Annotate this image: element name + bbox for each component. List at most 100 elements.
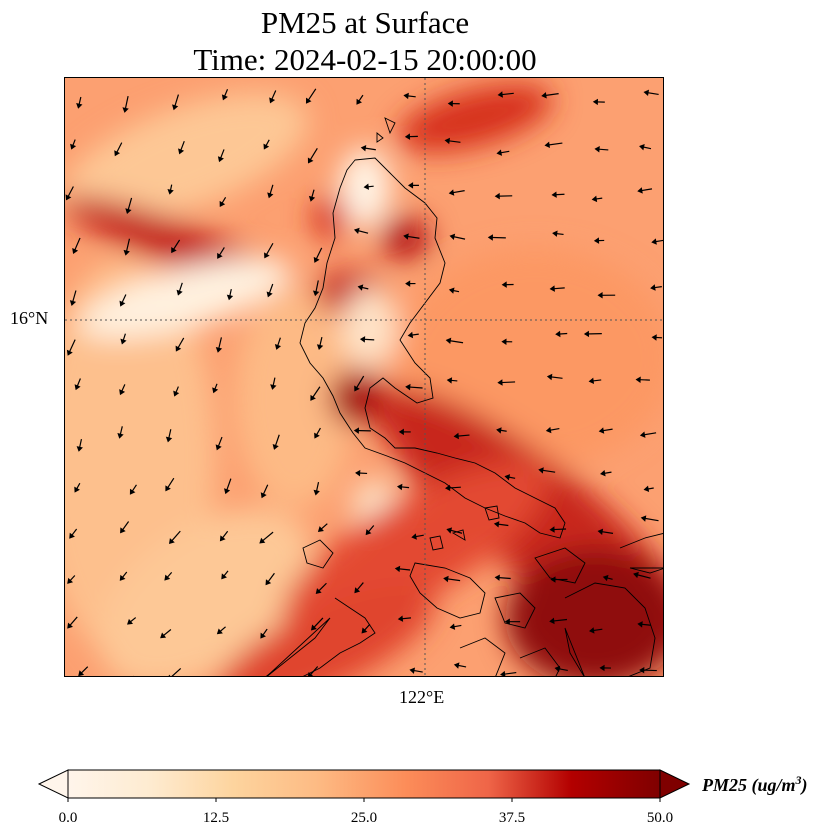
wind-arrow-head — [122, 107, 129, 113]
wind-arrow-head — [129, 488, 136, 495]
wind-arrow-head — [597, 528, 604, 535]
wind-arrow-head — [265, 579, 272, 586]
wind-arrow-head — [67, 622, 73, 629]
wind-arrow-head — [178, 148, 185, 155]
wind-arrow-head — [160, 632, 167, 639]
chart-title: PM25 at Surface — [260, 5, 470, 40]
wind-arrow-head — [643, 89, 650, 97]
wind-arrow-head — [226, 294, 234, 301]
wind-arrow-head — [448, 287, 455, 294]
wind-arrow-head — [78, 670, 85, 676]
wind-arrow-head — [354, 385, 360, 392]
colorbar-tick: 25.0 — [350, 810, 378, 826]
wind-arrow-head — [497, 379, 503, 386]
wind-arrow-head — [176, 289, 183, 296]
wind-arrow-head — [69, 532, 75, 539]
wind-arrow-head — [640, 515, 647, 522]
gridlines — [65, 78, 663, 676]
wind-arrow-head — [504, 474, 511, 481]
wind-arrow-head — [405, 383, 411, 391]
wind-arrow-head — [549, 285, 555, 292]
colorbar-tick: 0.0 — [58, 810, 78, 826]
wind-arrow-head — [221, 94, 228, 101]
wind-arrow-head — [360, 145, 367, 152]
wind-arrow-head — [260, 632, 266, 639]
wind-arrow-head — [315, 588, 322, 594]
wind-arrow-head — [637, 621, 643, 628]
wind-arrow-head — [643, 485, 650, 493]
wind-arrow-head — [215, 444, 222, 451]
wind-arrow-head — [264, 252, 270, 259]
wind-arrow-head — [269, 97, 276, 104]
wind-arrow-head — [494, 574, 500, 581]
wind-arrow-head — [552, 230, 558, 237]
wind-arrow-head — [405, 280, 411, 287]
wind-arrow-head — [270, 384, 277, 390]
wind-arrow-head — [397, 483, 403, 491]
map-panel — [64, 77, 664, 677]
wind-arrow-head — [172, 104, 179, 111]
wind-arrow-head — [597, 292, 603, 299]
wind-arrow-head — [65, 194, 72, 201]
wind-arrow-head — [120, 338, 127, 345]
wind-arrow-head — [259, 537, 266, 544]
wind-arrow-head — [404, 133, 411, 140]
wind-arrow-head — [219, 200, 226, 207]
wind-arrow-head — [639, 666, 645, 674]
wind-arrow-head — [119, 300, 126, 307]
wind-arrow-head — [501, 281, 507, 288]
wind-arrow-head — [500, 670, 506, 676]
wind-arrow — [133, 675, 134, 676]
wind-arrow-head — [165, 436, 173, 443]
wind-arrow-head — [411, 533, 417, 540]
wind-arrow-head — [353, 427, 359, 434]
wind-arrow-head — [487, 234, 493, 241]
wind-arrow-head — [171, 247, 177, 254]
wind-arrow-head — [305, 97, 312, 104]
wind-arrow-head — [114, 150, 121, 157]
wind-arrow-head — [173, 390, 180, 397]
colorbar-min-extend — [37, 769, 69, 799]
colorbar-tick: 12.5 — [202, 810, 230, 826]
wind-arrow-head — [76, 446, 83, 452]
longitude-label: 122°E — [399, 687, 445, 707]
wind-arrow-head — [602, 574, 609, 582]
wind-arrow-head — [356, 98, 362, 105]
wind-arrow-head — [591, 195, 598, 203]
wind-arrow-head — [217, 252, 223, 259]
wind-arrow-head — [307, 157, 314, 164]
wind-arrow-head — [598, 427, 605, 434]
wind-arrow-head — [407, 182, 414, 189]
map-canvas — [65, 78, 663, 676]
wind-arrow-head — [635, 376, 641, 383]
wind-arrow-head — [555, 330, 561, 338]
wind-arrow-head — [175, 345, 182, 352]
wind-arrow-head — [165, 485, 171, 492]
wind-arrow-head — [272, 444, 279, 450]
wind-arrow-head — [74, 384, 81, 391]
wind-arrow-head — [359, 336, 366, 343]
wind-arrow-head — [74, 486, 80, 493]
wind-arrow-head — [307, 672, 314, 676]
wind-arrow-head — [216, 628, 223, 635]
wind-arrow-head — [317, 526, 324, 532]
wind-arrow-head — [637, 187, 643, 194]
wind-arrow-head — [549, 617, 555, 625]
wind-arrow-head — [544, 141, 550, 149]
wind-arrow-head — [651, 334, 657, 341]
wind-arrow-head — [125, 208, 132, 215]
coastline — [266, 117, 663, 676]
wind-arrow-head — [551, 191, 557, 198]
wind-arrow-head — [443, 575, 449, 583]
wind-arrow-head — [504, 618, 510, 625]
wind-arrow-head — [312, 290, 320, 297]
wind-arrow-head — [494, 192, 500, 200]
wind-arrow-head — [444, 137, 451, 145]
wind-arrow-head — [453, 662, 460, 669]
wind-arrow-head — [69, 300, 77, 306]
colorbar-tick: 37.5 — [498, 810, 526, 826]
wind-arrow-head — [493, 521, 500, 528]
wind-arrow-head — [267, 192, 274, 199]
wind-arrow-head — [215, 347, 223, 353]
wind-arrow — [371, 675, 373, 676]
